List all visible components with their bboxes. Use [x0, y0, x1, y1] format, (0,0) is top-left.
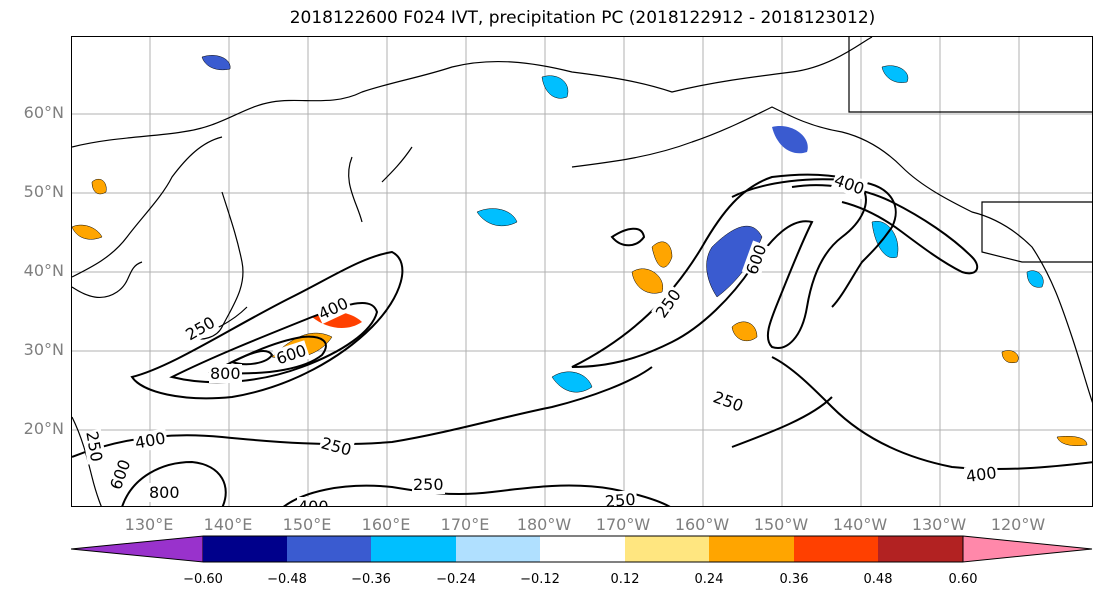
colorbar-tick-neg036: −0.36 — [351, 572, 391, 587]
colorbar-bin-2 — [287, 536, 371, 562]
colorbar-bin-3 — [371, 536, 456, 562]
colorbar-bin-5 — [540, 536, 625, 562]
colorbar-bin-8 — [794, 536, 878, 562]
contour-label-400-south: 400 — [297, 497, 330, 506]
lat-label-30n: 30°N — [23, 340, 64, 359]
colorbar-bin-4 — [456, 536, 540, 562]
contour-label-250-se: 250 — [603, 489, 638, 506]
colorbar-bin-1 — [203, 536, 287, 562]
lon-label-130e: 130°E — [124, 515, 174, 534]
graticule — [72, 37, 1092, 506]
colorbar-extend-min — [71, 535, 204, 563]
colorbar-bin-9 — [878, 536, 963, 562]
colorbar-extend-max — [962, 535, 1093, 563]
lon-label-170w: 170°W — [595, 515, 651, 534]
contour-label-250-south: 250 — [412, 475, 445, 494]
lon-label-150e: 150°E — [282, 515, 332, 534]
contour-label-800-west: 800 — [148, 483, 181, 502]
lat-label-60n: 60°N — [23, 103, 64, 122]
colorbar-tick-012: 0.12 — [610, 572, 640, 587]
lon-label-180w: 180°W — [516, 515, 572, 534]
coastlines — [72, 37, 1092, 506]
lon-label-120w: 120°W — [990, 515, 1046, 534]
lon-label-160e: 160°E — [361, 515, 411, 534]
colorbar-tick-036: 0.36 — [779, 572, 809, 587]
colorbar-tick-neg024: −0.24 — [436, 572, 476, 587]
map-canvas — [72, 37, 1092, 506]
map-title: 2018122600 F024 IVT, precipitation PC (2… — [289, 8, 876, 28]
lon-label-140w: 140°W — [832, 515, 888, 534]
lat-label-50n: 50°N — [23, 182, 64, 201]
lon-label-150w: 150°W — [753, 515, 809, 534]
contour-label-800-wpac: 800 — [209, 364, 242, 383]
lat-label-40n: 40°N — [23, 261, 64, 280]
map-panel: 250 400 600 800 250 400 600 800 250 400 … — [71, 36, 1093, 507]
lon-label-140e: 140°E — [203, 515, 253, 534]
lon-label-170e: 170°E — [440, 515, 490, 534]
lat-label-20n: 20°N — [23, 419, 64, 438]
colorbar-tick-neg012: −0.12 — [520, 572, 560, 587]
colorbar — [71, 535, 1093, 563]
colorbar-tick-024: 0.24 — [694, 572, 724, 587]
colorbar-tick-060: 0.60 — [948, 572, 978, 587]
lon-label-160w: 160°W — [674, 515, 730, 534]
colorbar-tick-neg048: −0.48 — [267, 572, 307, 587]
colorbar-bin-6 — [625, 536, 709, 562]
colorbar-tick-048: 0.48 — [863, 572, 893, 587]
colorbar-bin-7 — [709, 536, 794, 562]
colorbar-tick-neg060: −0.60 — [183, 572, 223, 587]
lon-label-130w: 130°W — [911, 515, 967, 534]
